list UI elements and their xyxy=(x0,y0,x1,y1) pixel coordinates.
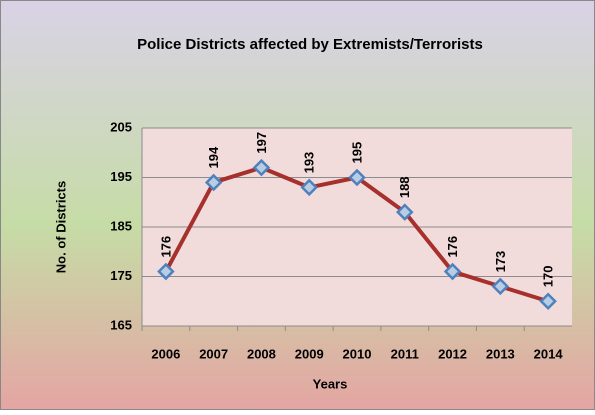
data-label: 194 xyxy=(206,146,221,168)
marker xyxy=(539,292,557,311)
x-tick-label: 2012 xyxy=(438,346,467,361)
marker xyxy=(204,173,223,192)
data-label: 176 xyxy=(445,236,460,258)
data-label: 176 xyxy=(158,236,173,258)
data-label: 188 xyxy=(397,176,412,198)
x-tick-label: 2009 xyxy=(295,346,324,361)
marker xyxy=(491,277,510,296)
marker xyxy=(396,203,414,221)
x-tick-label: 2006 xyxy=(151,346,180,361)
marker xyxy=(348,168,366,187)
chart-title: Police Districts affected by Extremists/… xyxy=(137,36,483,53)
marker xyxy=(157,262,175,281)
y-tick-label: 195 xyxy=(110,169,132,184)
y-tick-label: 205 xyxy=(110,119,132,134)
x-tick-label: 2011 xyxy=(391,346,419,361)
x-tick-label: 2010 xyxy=(343,346,372,361)
y-tick-label: 185 xyxy=(110,218,132,233)
x-tick-label: 2014 xyxy=(534,346,564,361)
marker xyxy=(252,158,271,177)
x-tick-label: 2013 xyxy=(486,346,515,361)
y-tick-label: 175 xyxy=(110,268,132,283)
x-tick-label: 2007 xyxy=(199,346,228,361)
data-label: 173 xyxy=(493,251,508,273)
x-tick-label: 2008 xyxy=(247,346,276,361)
marker xyxy=(443,262,462,281)
data-label: 193 xyxy=(302,152,317,174)
data-label: 197 xyxy=(254,132,269,154)
data-label: 195 xyxy=(349,142,364,164)
x-axis-title: Years xyxy=(313,376,348,391)
y-tick-label: 165 xyxy=(110,317,132,332)
y-axis-title: No. of Districts xyxy=(53,181,68,273)
marker xyxy=(300,178,318,197)
data-label: 170 xyxy=(541,266,556,288)
